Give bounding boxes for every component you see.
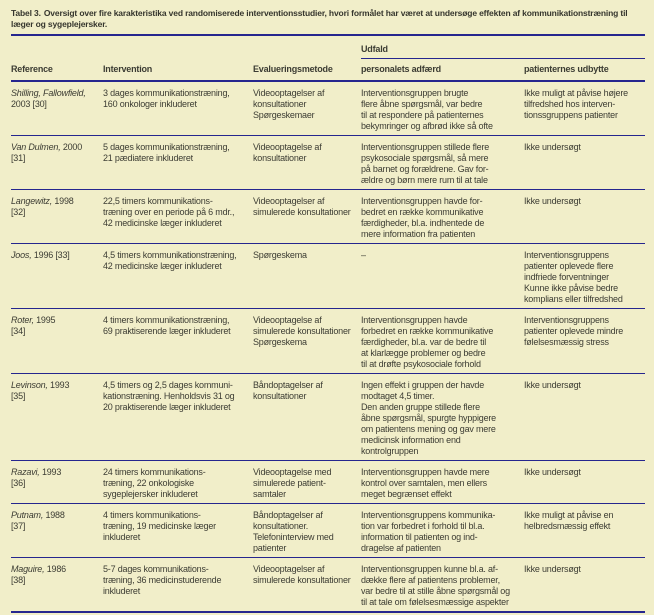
reference-cell: Levinson, 1993 [35] (11, 380, 103, 457)
evaluation-method-cell: Videooptagelse med simulerede patient- s… (253, 467, 332, 499)
column-header-evaluation: Evalueringsmetode (253, 64, 333, 74)
column-header-intervention: Intervention (103, 64, 153, 74)
reference-author: Roter, (11, 315, 34, 325)
reference-cell: Maguire, 1986 [38] (11, 564, 103, 608)
reference-cell: Razavi, 1993 [36] (11, 467, 103, 500)
reference-year-citation: 1998 [32] (11, 196, 74, 217)
table-row: Roter, 1995 [34] 4 timers kommunikations… (11, 309, 645, 374)
reference-cell: Putnam, 1988 [37] (11, 510, 103, 554)
reference-year-citation: 2003 [30] (11, 99, 47, 109)
evaluation-method-cell: Spørgeskema (253, 250, 307, 260)
staff-behavior-cell: Interventionsgruppen kunne bl.a. af- dæk… (361, 564, 510, 607)
table-row: Razavi, 1993 [36] 24 timers kommunikatio… (11, 461, 645, 504)
staff-behavior-cell: Ingen effekt i gruppen der havde modtage… (361, 380, 496, 456)
reference-author: Shilling, Fallowfield, (11, 88, 86, 98)
reference-cell: Langewitz, 1998 [32] (11, 196, 103, 240)
patient-outcome-cell: Ikke muligt at påvise højere tilfredshed… (524, 88, 628, 120)
reference-year-citation: 1996 [33] (33, 250, 70, 260)
intervention-cell: 22,5 timers kommunikations- træning over… (103, 196, 235, 228)
column-header-staff-behavior: personalets adfærd (361, 64, 441, 74)
patient-outcome-cell: Ikke muligt at påvise en helbredsmæssig … (524, 510, 614, 531)
staff-behavior-cell: Interventionsgruppen havde for- bedret e… (361, 196, 485, 239)
top-rule (11, 34, 645, 36)
column-header-row: Reference Intervention Evalueringsmetode… (11, 59, 645, 80)
reference-author: Van Dulmen, (11, 142, 61, 152)
staff-behavior-cell: Interventionsgruppen stillede flere psyk… (361, 142, 490, 185)
table-row: Joos, 1996 [33] 4,5 timers kommunikation… (11, 244, 645, 309)
patient-outcome-cell: Ikke undersøgt (524, 467, 581, 477)
evaluation-method-cell: Videooptagelser af simulerede konsultati… (253, 196, 351, 217)
reference-cell: Joos, 1996 [33] (11, 250, 103, 305)
table-row: Maguire, 1986 [38] 5-7 dages kommunikati… (11, 558, 645, 613)
intervention-cell: 4 timers kommunikations- træning, 19 med… (103, 510, 216, 542)
patient-outcome-cell: Ikke undersøgt (524, 142, 581, 152)
intervention-cell: 5 dages kommunikationstræning, 21 pædiat… (103, 142, 230, 163)
reference-author: Levinson, (11, 380, 48, 390)
header-rule (11, 80, 645, 82)
table-caption-text: Oversigt over fire karakteristika ved ra… (11, 8, 628, 29)
table-body: Shilling, Fallowfield, 2003 [30] 3 dages… (11, 82, 645, 613)
reference-cell: Van Dulmen, 2000 [31] (11, 142, 103, 186)
table-row: Levinson, 1993 [35] 4,5 timers og 2,5 da… (11, 374, 645, 461)
intervention-cell: 4 timers kommunikationstræning, 69 prakt… (103, 315, 231, 336)
reference-year-citation: 1993 [36] (11, 467, 62, 488)
table-caption-label: Tabel 3. (11, 8, 41, 18)
reference-year-citation: 1988 [37] (11, 510, 65, 531)
intervention-cell: 5-7 dages kommunikations- træning, 36 me… (103, 564, 222, 596)
outcome-group-header-row: Udfald (11, 36, 645, 59)
staff-behavior-cell: Interventionsgruppen havde forbedret en … (361, 315, 494, 369)
reference-author: Razavi, (11, 467, 40, 477)
table-row: Putnam, 1988 [37] 4 timers kommunikation… (11, 504, 645, 558)
table-row: Langewitz, 1998 [32] 22,5 timers kommuni… (11, 190, 645, 244)
reference-author: Putnam, (11, 510, 44, 520)
reference-year-citation: 2000 [31] (11, 142, 83, 163)
patient-outcome-cell: Interventionsgruppens patienter oplevede… (524, 315, 624, 347)
intervention-cell: 24 timers kommunikations- træning, 22 on… (103, 467, 206, 499)
reference-year-citation: 1995 [34] (11, 315, 56, 336)
reference-year-citation: 1993 [35] (11, 380, 70, 401)
reference-cell: Shilling, Fallowfield, 2003 [30] (11, 88, 103, 132)
evaluation-method-cell: Videooptagelser af konsultationer Spørge… (253, 88, 325, 120)
table-caption: Tabel 3. Oversigt over fire karakteristik… (11, 0, 645, 34)
intervention-cell: 3 dages kommunikationstræning, 160 onkol… (103, 88, 230, 109)
reference-author: Maguire, (11, 564, 45, 574)
staff-behavior-cell: Interventionsgruppens kommunika- tion va… (361, 510, 496, 553)
reference-year-citation: 1986 [38] (11, 564, 66, 585)
staff-behavior-cell: – (361, 250, 366, 260)
intervention-cell: 4,5 timers kommunikationstræning, 42 med… (103, 250, 237, 271)
column-header-patient-outcome: patienternes udbytte (524, 64, 609, 74)
evaluation-method-cell: Videooptagelse af simulerede konsultatio… (253, 315, 351, 347)
patient-outcome-cell: Ikke undersøgt (524, 196, 581, 206)
patient-outcome-cell: Ikke undersøgt (524, 380, 581, 390)
evaluation-method-cell: Båndoptagelser af konsultationer. Telefo… (253, 510, 334, 553)
evaluation-method-cell: Båndoptagelser af konsultationer (253, 380, 323, 401)
table-row: Shilling, Fallowfield, 2003 [30] 3 dages… (11, 82, 645, 136)
reference-cell: Roter, 1995 [34] (11, 315, 103, 370)
staff-behavior-cell: Interventionsgruppen brugte flere åbne s… (361, 88, 493, 131)
reference-author: Joos, (11, 250, 32, 260)
table-row: Van Dulmen, 2000 [31] 5 dages kommunikat… (11, 136, 645, 190)
column-header-reference: Reference (11, 64, 53, 74)
patient-outcome-cell: Ikke undersøgt (524, 564, 581, 574)
evaluation-method-cell: Videooptagelser af simulerede konsultati… (253, 564, 351, 585)
evaluation-method-cell: Videooptagelse af konsultationer (253, 142, 322, 163)
intervention-cell: 4,5 timers og 2,5 dages kommuni- kations… (103, 380, 235, 412)
staff-behavior-cell: Interventionsgruppen havde mere kontrol … (361, 467, 490, 499)
reference-author: Langewitz, (11, 196, 53, 206)
patient-outcome-cell: Interventionsgruppens patienter oplevede… (524, 250, 623, 304)
outcome-group-header: Udfald (361, 44, 645, 59)
